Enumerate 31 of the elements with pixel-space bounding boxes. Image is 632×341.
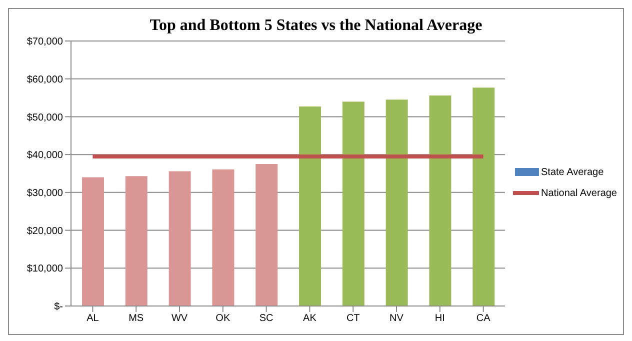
bar xyxy=(168,171,191,306)
x-tick-label: SC xyxy=(259,313,274,324)
bar xyxy=(212,169,234,306)
y-tick-label: $20,000 xyxy=(26,226,64,237)
bar xyxy=(386,100,408,306)
y-tick-label: $50,000 xyxy=(26,112,64,124)
x-tick-label: OK xyxy=(216,313,230,324)
text: State Average xyxy=(541,166,604,178)
bar xyxy=(342,102,364,306)
y-tick-label: $30,000 xyxy=(26,188,64,199)
x-tick-label: CT xyxy=(346,313,360,324)
bar xyxy=(429,96,452,306)
bar xyxy=(125,176,148,306)
y-tick-label: $60,000 xyxy=(26,74,64,86)
legend-label: National Average xyxy=(541,188,617,198)
bar xyxy=(82,177,104,306)
x-tick-label: MS xyxy=(128,313,144,324)
chart-title: Top and Bottom 5 States vs the National Average xyxy=(148,17,484,35)
bar xyxy=(299,106,322,306)
x-tick-label: WV xyxy=(171,313,188,324)
y-tick-label: $10,000 xyxy=(26,264,64,275)
x-tick-label: NV xyxy=(390,313,404,324)
y-tick-label: $70,000 xyxy=(26,36,64,48)
x-tick-label: AL xyxy=(86,313,100,324)
bar xyxy=(472,88,495,306)
x-tick-label: HI xyxy=(434,313,445,324)
x-tick-label: CA xyxy=(476,313,491,324)
x-tick-label: AK xyxy=(303,313,317,324)
bar xyxy=(256,164,278,306)
y-tick-label: $40,000 xyxy=(26,150,64,162)
y-tick-label: $- xyxy=(54,302,63,313)
